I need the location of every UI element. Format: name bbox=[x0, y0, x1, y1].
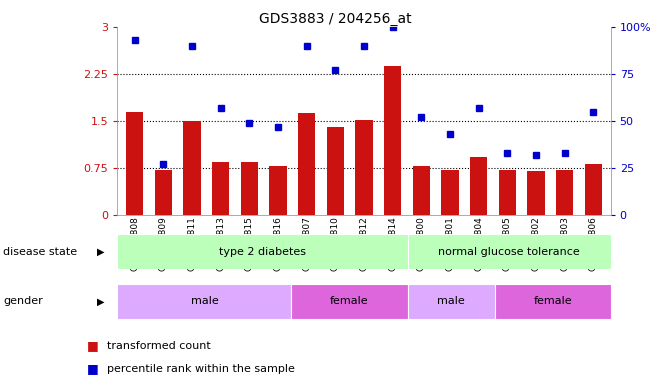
Text: ▶: ▶ bbox=[97, 296, 104, 306]
Text: male: male bbox=[191, 296, 218, 306]
Bar bbox=[241, 162, 258, 215]
Text: disease state: disease state bbox=[3, 247, 77, 257]
Text: gender: gender bbox=[3, 296, 43, 306]
Text: ■: ■ bbox=[87, 339, 99, 352]
Text: ▶: ▶ bbox=[97, 247, 104, 257]
Bar bbox=[407, 284, 495, 319]
Bar bbox=[495, 284, 611, 319]
Text: female: female bbox=[533, 296, 572, 306]
Text: ■: ■ bbox=[87, 362, 99, 375]
Bar bbox=[269, 166, 287, 215]
Bar bbox=[212, 162, 229, 215]
Text: female: female bbox=[330, 296, 369, 306]
Bar bbox=[413, 166, 430, 215]
Bar bbox=[585, 164, 602, 215]
Bar bbox=[556, 170, 573, 215]
Bar bbox=[126, 112, 143, 215]
Text: GDS3883 / 204256_at: GDS3883 / 204256_at bbox=[259, 12, 412, 25]
Bar bbox=[117, 234, 407, 269]
Bar bbox=[298, 113, 315, 215]
Text: normal glucose tolerance: normal glucose tolerance bbox=[438, 247, 580, 257]
Bar bbox=[442, 170, 459, 215]
Text: transformed count: transformed count bbox=[107, 341, 211, 351]
Bar bbox=[470, 157, 487, 215]
Bar bbox=[499, 170, 516, 215]
Bar bbox=[407, 234, 611, 269]
Text: male: male bbox=[437, 296, 465, 306]
Bar bbox=[356, 120, 372, 215]
Bar bbox=[291, 284, 407, 319]
Bar bbox=[183, 121, 201, 215]
Bar bbox=[327, 127, 344, 215]
Text: type 2 diabetes: type 2 diabetes bbox=[219, 247, 306, 257]
Bar bbox=[155, 170, 172, 215]
Bar bbox=[117, 284, 291, 319]
Bar bbox=[527, 171, 545, 215]
Text: percentile rank within the sample: percentile rank within the sample bbox=[107, 364, 295, 374]
Bar bbox=[384, 66, 401, 215]
